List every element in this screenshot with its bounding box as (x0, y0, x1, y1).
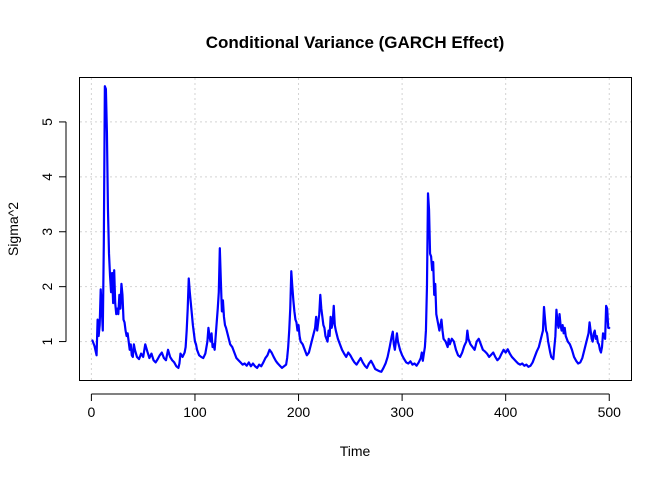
x-tick-label-400: 400 (494, 404, 518, 420)
y-axis: 1 2 3 4 5 (39, 118, 67, 345)
y-tick-label-1: 1 (39, 337, 55, 345)
x-axis-label: Time (340, 443, 371, 459)
plot-frame (79, 77, 632, 381)
x-tick-label-200: 200 (287, 404, 311, 420)
x-axis: 0 100 200 300 400 500 (87, 393, 622, 420)
series-layer (91, 85, 611, 373)
y-axis-label: Sigma^2 (5, 202, 21, 256)
x-tick-label-0: 0 (87, 404, 95, 420)
variance-line-0 (91, 85, 611, 373)
y-tick-label-4: 4 (39, 173, 55, 181)
y-tick-label-3: 3 (39, 228, 55, 236)
x-tick-label-500: 500 (598, 404, 622, 420)
x-tick-label-100: 100 (183, 404, 207, 420)
grid-lines (80, 78, 631, 380)
y-tick-label-5: 5 (39, 118, 55, 126)
x-tick-label-300: 300 (390, 404, 414, 420)
chart-title: Conditional Variance (GARCH Effect) (206, 33, 504, 52)
y-tick-label-2: 2 (39, 283, 55, 291)
